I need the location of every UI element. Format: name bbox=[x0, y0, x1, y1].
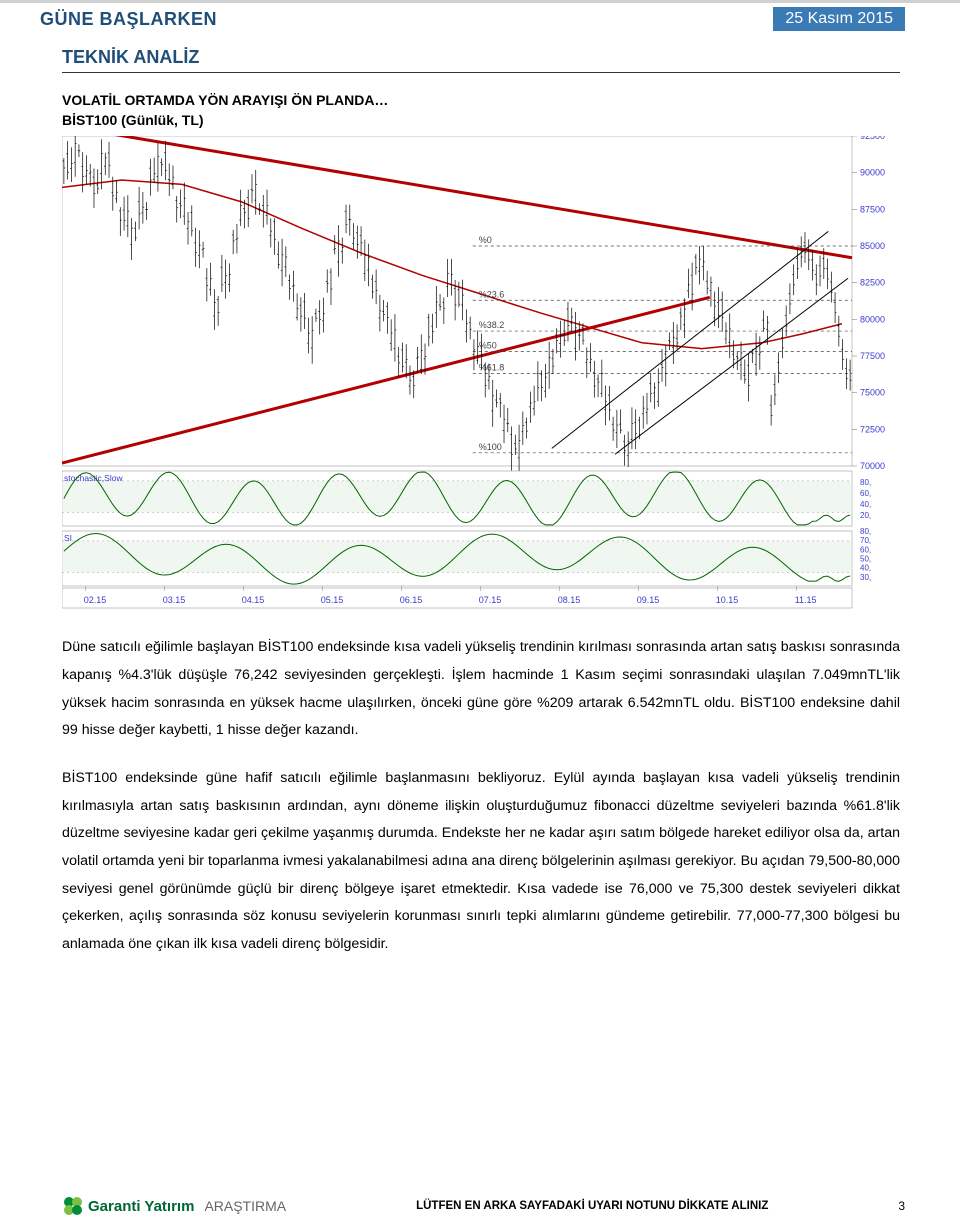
svg-text:08.15: 08.15 bbox=[558, 595, 581, 605]
svg-text:87500: 87500 bbox=[860, 205, 885, 215]
svg-text:70,: 70, bbox=[860, 536, 871, 545]
svg-text:06.15: 06.15 bbox=[400, 595, 423, 605]
svg-text:80,: 80, bbox=[860, 527, 871, 536]
footer-left: Garanti Yatırım ARAŞTIRMA bbox=[62, 1195, 286, 1217]
header-title: GÜNE BAŞLARKEN bbox=[40, 9, 217, 30]
svg-text:SI: SI bbox=[64, 533, 72, 543]
svg-text:60,: 60, bbox=[860, 546, 871, 555]
content-area: TEKNİK ANALİZ VOLATİL ORTAMDA YÖN ARAYIŞ… bbox=[0, 37, 960, 959]
footer-notice: LÜTFEN EN ARKA SAYFADAKİ UYARI NOTUNU Dİ… bbox=[416, 1200, 768, 1212]
svg-text:80,: 80, bbox=[860, 478, 871, 487]
svg-text:%61.8: %61.8 bbox=[479, 363, 505, 373]
svg-text:%23.6: %23.6 bbox=[479, 289, 505, 299]
svg-text:90000: 90000 bbox=[860, 168, 885, 178]
svg-text:10.15: 10.15 bbox=[716, 595, 739, 605]
svg-text:20,: 20, bbox=[860, 511, 871, 520]
svg-text:60,: 60, bbox=[860, 489, 871, 498]
section-rule bbox=[62, 72, 900, 73]
svg-text:72500: 72500 bbox=[860, 425, 885, 435]
page-header: GÜNE BAŞLARKEN 25 Kasım 2015 bbox=[0, 0, 960, 37]
svg-text:75000: 75000 bbox=[860, 388, 885, 398]
paragraph-1: Düne satıcılı eğilimle başlayan BİST100 … bbox=[62, 634, 900, 745]
svg-text:50,: 50, bbox=[860, 555, 871, 564]
svg-text:%0: %0 bbox=[479, 235, 492, 245]
svg-text:03.15: 03.15 bbox=[163, 595, 186, 605]
svg-text:09.15: 09.15 bbox=[637, 595, 660, 605]
paragraph-2: BİST100 endeksinde güne hafif satıcılı e… bbox=[62, 765, 900, 959]
chart-svg: 70000 72500 75000 77500 80000 82500 85000 87500… bbox=[62, 136, 900, 616]
svg-text:82500: 82500 bbox=[860, 278, 885, 288]
svg-text:07.15: 07.15 bbox=[479, 595, 502, 605]
chart-heading-line2: BİST100 (Günlük, TL) bbox=[62, 112, 204, 128]
svg-text:%38.2: %38.2 bbox=[479, 320, 505, 330]
svg-text:70000: 70000 bbox=[860, 461, 885, 471]
price-chart: 70000 72500 75000 77500 80000 82500 85000 87500… bbox=[62, 136, 900, 616]
svg-text:92500: 92500 bbox=[860, 136, 885, 141]
svg-text:80000: 80000 bbox=[860, 315, 885, 325]
chart-heading: VOLATİL ORTAMDA YÖN ARAYIŞI ÖN PLANDA… B… bbox=[62, 91, 900, 130]
section-title: TEKNİK ANALİZ bbox=[62, 47, 900, 68]
svg-text:04.15: 04.15 bbox=[242, 595, 265, 605]
logo-text: Garanti Yatırım bbox=[88, 1198, 194, 1215]
svg-text:02.15: 02.15 bbox=[84, 595, 107, 605]
svg-text:05.15: 05.15 bbox=[321, 595, 344, 605]
svg-text:40,: 40, bbox=[860, 564, 871, 573]
header-date: 25 Kasım 2015 bbox=[773, 7, 905, 31]
chart-heading-line1: VOLATİL ORTAMDA YÖN ARAYIŞI ÖN PLANDA… bbox=[62, 92, 388, 108]
clover-icon bbox=[62, 1195, 84, 1217]
footer-page-number: 3 bbox=[898, 1199, 905, 1213]
svg-text:%100: %100 bbox=[479, 442, 502, 452]
svg-text:11.15: 11.15 bbox=[795, 595, 817, 605]
svg-text:stochastic,Slow: stochastic,Slow bbox=[64, 473, 123, 483]
svg-text:40,: 40, bbox=[860, 500, 871, 509]
page-footer: Garanti Yatırım ARAŞTIRMA LÜTFEN EN ARKA… bbox=[0, 1195, 960, 1217]
svg-text:77500: 77500 bbox=[860, 351, 885, 361]
svg-text:85000: 85000 bbox=[860, 241, 885, 251]
svg-text:30,: 30, bbox=[860, 573, 871, 582]
footer-label: ARAŞTIRMA bbox=[204, 1198, 286, 1214]
logo: Garanti Yatırım bbox=[62, 1195, 194, 1217]
